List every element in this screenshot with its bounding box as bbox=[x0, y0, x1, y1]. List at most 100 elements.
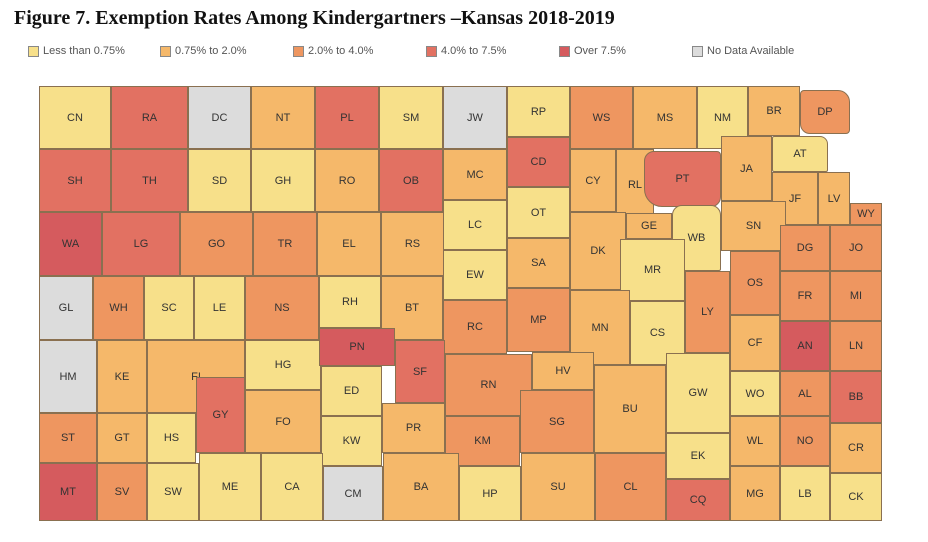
county-rc[interactable]: RC bbox=[443, 300, 507, 354]
county-pl[interactable]: PL bbox=[315, 86, 379, 149]
county-ly[interactable]: LY bbox=[685, 271, 730, 353]
county-sv[interactable]: SV bbox=[97, 463, 147, 521]
county-cr[interactable]: CR bbox=[830, 423, 882, 473]
county-dg[interactable]: DG bbox=[780, 225, 830, 271]
county-sm[interactable]: SM bbox=[379, 86, 443, 149]
county-tr[interactable]: TR bbox=[253, 212, 317, 276]
county-os[interactable]: OS bbox=[730, 251, 780, 315]
county-lb[interactable]: LB bbox=[780, 466, 830, 521]
county-hg[interactable]: HG bbox=[245, 340, 321, 390]
county-sh[interactable]: SH bbox=[39, 149, 111, 212]
county-ws[interactable]: WS bbox=[570, 86, 633, 149]
county-mt[interactable]: MT bbox=[39, 463, 97, 521]
county-mi[interactable]: MI bbox=[830, 271, 882, 321]
county-wa[interactable]: WA bbox=[39, 212, 102, 276]
county-wy[interactable]: WY bbox=[850, 203, 882, 225]
county-ln[interactable]: LN bbox=[830, 321, 882, 371]
county-lg[interactable]: LG bbox=[102, 212, 180, 276]
county-su[interactable]: SU bbox=[521, 453, 595, 521]
county-wh[interactable]: WH bbox=[93, 276, 144, 340]
county-me[interactable]: ME bbox=[199, 453, 261, 521]
legend-label: Over 7.5% bbox=[574, 45, 626, 57]
county-hm[interactable]: HM bbox=[39, 340, 97, 413]
county-fo[interactable]: FO bbox=[245, 390, 321, 453]
county-ja[interactable]: JA bbox=[721, 136, 772, 201]
county-le[interactable]: LE bbox=[194, 276, 245, 340]
county-th[interactable]: TH bbox=[111, 149, 188, 212]
county-ba[interactable]: BA bbox=[383, 453, 459, 521]
county-rh[interactable]: RH bbox=[319, 276, 381, 328]
county-ke[interactable]: KE bbox=[97, 340, 147, 413]
county-al[interactable]: AL bbox=[780, 371, 830, 416]
county-dk[interactable]: DK bbox=[570, 212, 626, 290]
county-pt[interactable]: PT bbox=[644, 151, 721, 207]
county-pr[interactable]: PR bbox=[382, 403, 445, 453]
county-ns[interactable]: NS bbox=[245, 276, 319, 340]
county-bu[interactable]: BU bbox=[594, 365, 666, 453]
county-el[interactable]: EL bbox=[317, 212, 381, 276]
county-br[interactable]: BR bbox=[748, 86, 800, 136]
county-gl[interactable]: GL bbox=[39, 276, 93, 340]
county-sf[interactable]: SF bbox=[395, 340, 445, 403]
county-kw[interactable]: KW bbox=[321, 416, 382, 466]
county-dc[interactable]: DC bbox=[188, 86, 251, 149]
county-no[interactable]: NO bbox=[780, 416, 830, 466]
county-ek[interactable]: EK bbox=[666, 433, 730, 479]
county-bb[interactable]: BB bbox=[830, 371, 882, 423]
county-dp[interactable]: DP bbox=[800, 90, 850, 134]
county-jo[interactable]: JO bbox=[830, 225, 882, 271]
county-ob[interactable]: OB bbox=[379, 149, 443, 212]
county-hv[interactable]: HV bbox=[532, 352, 594, 390]
county-go[interactable]: GO bbox=[180, 212, 253, 276]
county-wl[interactable]: WL bbox=[730, 416, 780, 466]
county-cq[interactable]: CQ bbox=[666, 479, 730, 521]
county-at[interactable]: AT bbox=[772, 136, 828, 172]
county-gy[interactable]: GY bbox=[196, 377, 245, 453]
county-cm[interactable]: CM bbox=[323, 466, 383, 521]
county-sa[interactable]: SA bbox=[507, 238, 570, 288]
county-lv[interactable]: LV bbox=[818, 172, 850, 225]
county-cy[interactable]: CY bbox=[570, 149, 616, 212]
county-lc[interactable]: LC bbox=[443, 200, 507, 250]
county-rp[interactable]: RP bbox=[507, 86, 570, 137]
county-rn[interactable]: RN bbox=[445, 354, 532, 416]
county-ca[interactable]: CA bbox=[261, 453, 323, 521]
county-cl[interactable]: CL bbox=[595, 453, 666, 521]
county-ra[interactable]: RA bbox=[111, 86, 188, 149]
county-sc[interactable]: SC bbox=[144, 276, 194, 340]
county-ew[interactable]: EW bbox=[443, 250, 507, 300]
county-ro[interactable]: RO bbox=[315, 149, 379, 212]
county-rs[interactable]: RS bbox=[381, 212, 444, 276]
county-wo[interactable]: WO bbox=[730, 371, 780, 416]
county-fr[interactable]: FR bbox=[780, 271, 830, 321]
county-sn[interactable]: SN bbox=[721, 201, 786, 251]
county-cf[interactable]: CF bbox=[730, 315, 780, 371]
county-gt[interactable]: GT bbox=[97, 413, 147, 463]
county-ms[interactable]: MS bbox=[633, 86, 697, 149]
county-mp[interactable]: MP bbox=[507, 288, 570, 352]
county-gh[interactable]: GH bbox=[251, 149, 315, 212]
county-jw[interactable]: JW bbox=[443, 86, 507, 149]
county-hs[interactable]: HS bbox=[147, 413, 196, 463]
county-mc[interactable]: MC bbox=[443, 149, 507, 200]
county-mr[interactable]: MR bbox=[620, 239, 685, 301]
county-gw[interactable]: GW bbox=[666, 353, 730, 433]
county-ed[interactable]: ED bbox=[321, 366, 382, 416]
county-mg[interactable]: MG bbox=[730, 466, 780, 521]
county-cd[interactable]: CD bbox=[507, 137, 570, 187]
county-st[interactable]: ST bbox=[39, 413, 97, 463]
county-hp[interactable]: HP bbox=[459, 466, 521, 521]
county-ck[interactable]: CK bbox=[830, 473, 882, 521]
legend-item-2-to-4: 2.0% to 4.0% bbox=[293, 42, 373, 60]
county-pn[interactable]: PN bbox=[319, 328, 395, 366]
county-nt[interactable]: NT bbox=[251, 86, 315, 149]
county-sd[interactable]: SD bbox=[188, 149, 251, 212]
county-sw[interactable]: SW bbox=[147, 463, 199, 521]
county-ge[interactable]: GE bbox=[626, 213, 672, 239]
county-ot[interactable]: OT bbox=[507, 187, 570, 238]
figure-title: Figure 7. Exemption Rates Among Kinderga… bbox=[14, 7, 615, 29]
county-an[interactable]: AN bbox=[780, 321, 830, 371]
county-cn[interactable]: CN bbox=[39, 86, 111, 149]
county-sg[interactable]: SG bbox=[520, 390, 594, 453]
